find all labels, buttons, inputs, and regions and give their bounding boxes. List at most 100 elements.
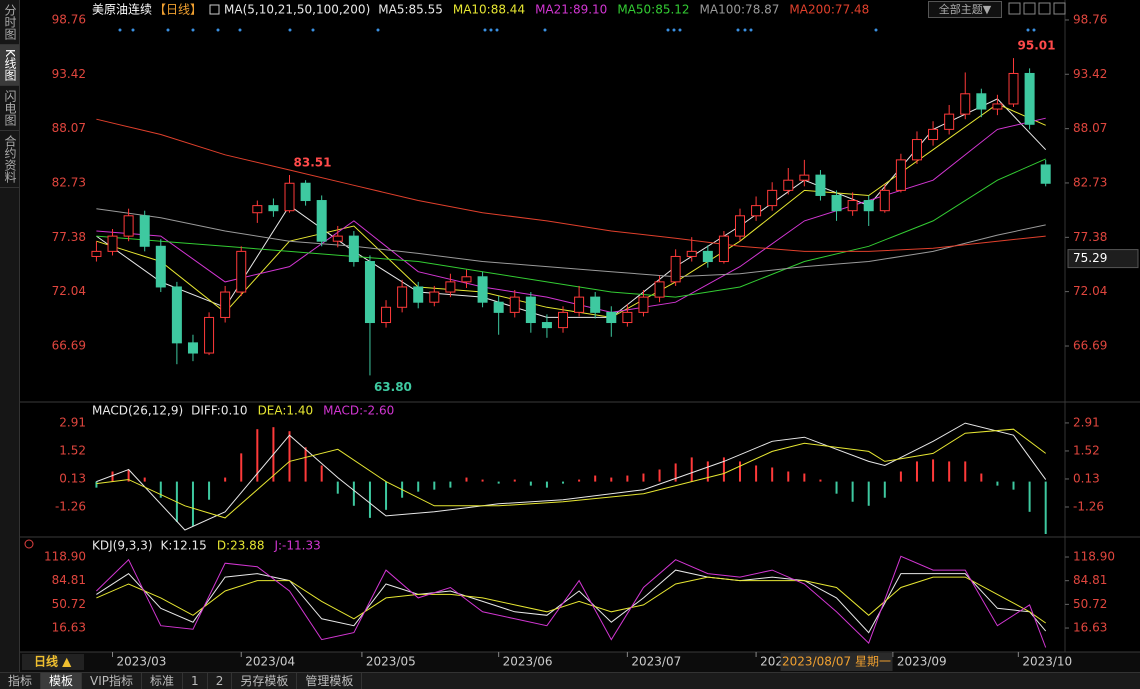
candle-body	[735, 215, 745, 237]
candle-body	[171, 286, 182, 344]
tool-icon[interactable]	[1008, 2, 1021, 15]
candle-body	[686, 250, 697, 257]
candle-body	[107, 235, 118, 252]
price-annotation: 83.51	[294, 156, 332, 170]
y-tick-label: 118.90	[44, 550, 86, 564]
y-tick-label: 16.63	[1073, 621, 1107, 635]
panel: 98.76 98.76 93.42 93.42 88.07 88.07 82.73 82.73…	[52, 3, 1139, 394]
y-tick-label: -1.26	[1073, 499, 1104, 513]
tool-icon[interactable]	[1023, 2, 1036, 15]
legend-entry: MA50:85.12	[617, 3, 689, 17]
candle-body	[139, 215, 150, 247]
x-tick-label: 2023/06	[503, 655, 553, 669]
y-tick-label: 93.42	[1073, 67, 1107, 81]
candle-body	[558, 311, 569, 329]
legend-entry: J:-11.33	[273, 539, 320, 553]
toolbar-button[interactable]: 2	[208, 673, 233, 689]
toolbar-button[interactable]: 模板	[41, 673, 83, 689]
toolbar-button[interactable]: 1	[183, 673, 208, 689]
candle-body	[622, 311, 633, 324]
candle-body	[911, 139, 922, 161]
y-tick-label: 66.69	[1073, 339, 1107, 353]
toolbar-button[interactable]: 管理模板	[297, 673, 363, 689]
y-tick-label: 72.04	[1073, 284, 1107, 298]
y-tick-label: 93.42	[52, 67, 86, 81]
candle-body	[236, 250, 247, 293]
y-tick-label: 66.69	[52, 339, 86, 353]
toolbar-button[interactable]: 标准	[142, 673, 184, 689]
candle-body	[332, 235, 343, 242]
background	[0, 0, 1140, 672]
candle-body	[654, 281, 665, 298]
candle-body	[944, 113, 955, 130]
toolbar-button[interactable]: VIP指标	[82, 673, 143, 689]
candle-body	[268, 205, 279, 212]
toolbar-button[interactable]: 另存模板	[232, 673, 298, 689]
candle-body	[204, 316, 215, 354]
y-tick-label: 2.91	[1073, 415, 1100, 429]
indicator-line	[96, 569, 1047, 634]
y-tick-label: 82.73	[1073, 175, 1107, 189]
legend-entry: K:12.15	[161, 539, 207, 553]
y-tick-label: 72.04	[52, 284, 86, 298]
candle-body	[606, 311, 617, 324]
candle-body	[220, 291, 231, 318]
chart-title: 美原油连续	[92, 2, 152, 17]
side-tab[interactable]: 分时图	[0, 0, 19, 45]
y-tick-label: 0.13	[1073, 471, 1100, 485]
toolbar: 指标 模板 VIP指标 标准 1 2 另存模板 管理模板	[0, 672, 1140, 689]
y-tick-label: 1.52	[1073, 443, 1100, 457]
x-tick-label: 2023/07	[631, 655, 681, 669]
candle-body	[718, 235, 729, 263]
period-label: 日线 ▲	[34, 654, 72, 669]
candle-body	[879, 189, 890, 212]
toolbar-button[interactable]: 指标	[0, 673, 42, 689]
candle-body	[477, 276, 488, 303]
y-tick-label: 98.76	[52, 12, 86, 26]
candle-body	[590, 296, 601, 313]
side-tab[interactable]: 合约资料	[0, 131, 19, 188]
chart: 美原油连续 【日线】 98.76 98.76 93.42 93.42 88.07 88.0…	[0, 0, 1140, 672]
y-tick-label: 77.38	[1073, 230, 1107, 244]
legend-entry: DEA:1.40	[258, 404, 314, 418]
y-tick-label: 98.76	[1073, 12, 1107, 26]
candle-body	[992, 103, 1003, 110]
candle-body	[429, 291, 440, 303]
legend-title: MACD(26,12,9)	[92, 404, 183, 418]
period-box	[22, 654, 84, 670]
tool-icon[interactable]	[1038, 2, 1051, 15]
candle-body	[509, 296, 520, 313]
candle-body	[91, 250, 102, 257]
side-tab[interactable]: K线图	[0, 45, 19, 86]
candle-body	[525, 296, 536, 324]
candle-body	[863, 200, 874, 212]
candle-body	[783, 179, 794, 191]
x-tick-label: 2023/05	[366, 655, 416, 669]
y-tick-label: 50.72	[52, 597, 86, 611]
candle-body	[847, 200, 858, 212]
tool-icon[interactable]	[1053, 2, 1066, 15]
candle-body	[799, 174, 810, 181]
price-annotation: 63.80	[374, 380, 412, 394]
y-tick-label: 82.73	[52, 175, 86, 189]
kdj-icon	[24, 539, 34, 549]
date-bar	[20, 652, 1140, 672]
candle-body	[397, 286, 408, 308]
x-tick-label: 2023/10	[1022, 655, 1072, 669]
candle-body	[187, 342, 198, 354]
y-tick-label: 88.07	[1073, 121, 1107, 135]
legend-entry: MA10:88.44	[453, 3, 525, 17]
legend-icon	[209, 4, 220, 15]
y-tick-label: 16.63	[52, 621, 86, 635]
candle-body	[1024, 72, 1035, 125]
candle-body	[815, 174, 826, 196]
y-tick-label: 2.91	[59, 415, 86, 429]
legend-entry: D:23.88	[217, 539, 265, 553]
candle-body	[493, 301, 504, 313]
legend-entry: DIFF:0.10	[191, 404, 247, 418]
y-tick-label: 77.38	[52, 230, 86, 244]
y-tick-label: -1.26	[55, 499, 86, 513]
side-tab[interactable]: 闪电图	[0, 86, 19, 131]
theme-button[interactable]: 全部主题▼	[928, 1, 1002, 18]
